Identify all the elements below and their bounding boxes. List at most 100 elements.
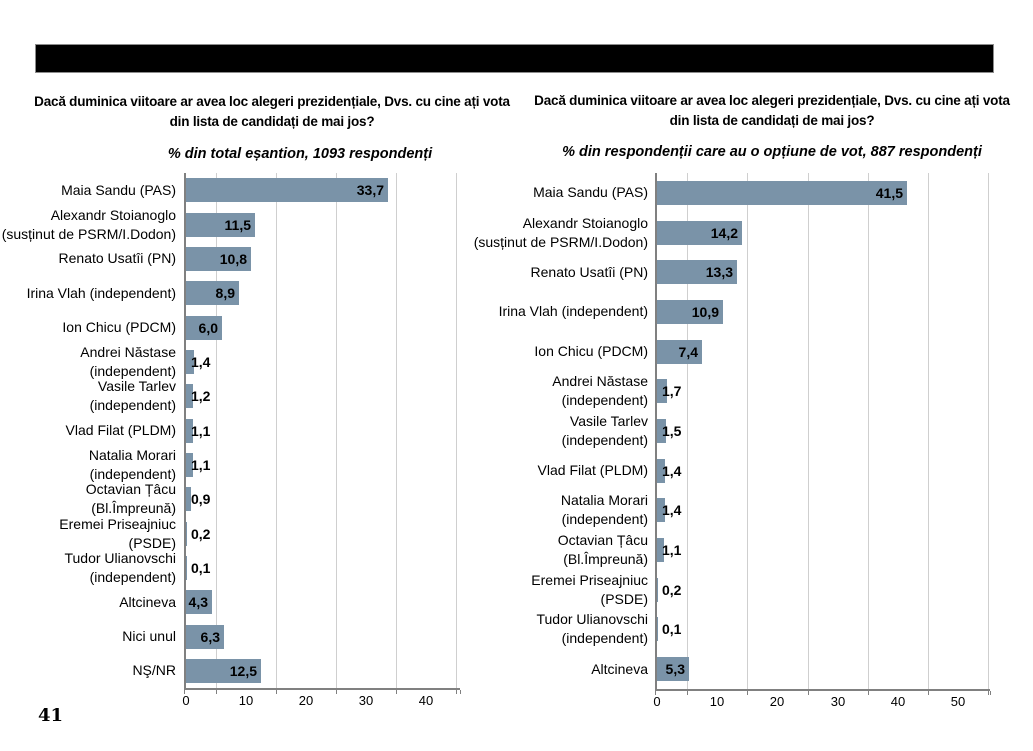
category-label: NŞ/NR <box>0 661 176 680</box>
gridline <box>988 173 989 689</box>
axis-tick <box>216 690 217 694</box>
category-label-line: (Bl.Împreună) <box>563 551 648 567</box>
value-label: 5,3 <box>665 661 685 677</box>
left-chart-title: Dacă duminica viitoare ar avea loc alege… <box>22 92 522 132</box>
category-label-line: (Bl.Împreună) <box>91 500 176 516</box>
value-label: 0,9 <box>191 491 211 507</box>
category-label-line: Renato Usatîi (PN) <box>530 264 648 280</box>
value-label: 1,4 <box>662 502 682 518</box>
x-axis-line <box>184 688 460 690</box>
axis-tick <box>747 691 748 695</box>
bar <box>657 419 666 443</box>
gridline <box>747 173 748 689</box>
category-label: Irina Vlah (independent) <box>0 284 176 303</box>
category-label: Altcineva <box>0 593 176 612</box>
gridline <box>868 173 869 689</box>
value-label: 10,9 <box>691 304 719 320</box>
category-label: Maia Sandu (PAS) <box>0 181 176 200</box>
category-label-line: Octavian Țâcu <box>85 481 176 497</box>
category-label: Natalia Morari (independent) <box>0 446 176 484</box>
x-tick-label: 30 <box>358 693 374 708</box>
bar <box>657 181 907 205</box>
category-label: Ion Chicu (PDCM) <box>0 318 176 337</box>
title-line: Dacă duminica viitoare ar avea loc alege… <box>534 93 1010 108</box>
x-tick-label: 40 <box>418 693 434 708</box>
x-tick-label: 40 <box>890 694 906 709</box>
bar <box>186 350 194 374</box>
bar <box>657 617 658 641</box>
bar <box>186 247 251 271</box>
value-label: 6,3 <box>200 629 220 645</box>
category-label-line: Maia Sandu (PAS) <box>61 182 176 198</box>
category-label-line: (independent) <box>89 363 176 379</box>
category-label-line: Nici unul <box>122 628 176 644</box>
value-label: 1,1 <box>191 423 211 439</box>
x-tick-label: 0 <box>653 694 661 709</box>
value-label: 1,1 <box>191 457 211 473</box>
category-label: Renato Usatîi (PN) <box>318 263 648 282</box>
gridline <box>216 173 217 688</box>
gridline <box>456 173 457 688</box>
bar <box>657 340 702 364</box>
bar <box>186 556 187 580</box>
category-label: Octavian Țâcu (Bl.Împreună) <box>0 480 176 518</box>
gridline <box>336 173 337 688</box>
title-line: din lista de candidați de mai jos? <box>169 114 375 129</box>
category-label-line: Ion Chicu (PDCM) <box>62 319 176 335</box>
category-label-line: (independent) <box>561 630 648 646</box>
value-label: 41,5 <box>875 185 903 201</box>
gridline <box>276 173 277 688</box>
bar <box>186 625 224 649</box>
value-label: 1,7 <box>662 383 682 399</box>
value-label: 1,2 <box>191 388 211 404</box>
category-label: Nici unul <box>0 627 176 646</box>
category-label-line: (PSDE) <box>600 591 648 607</box>
axis-tick <box>276 690 277 694</box>
value-label: 1,1 <box>662 542 682 558</box>
axis-tick <box>868 691 869 695</box>
title-line: Dacă duminica viitoare ar avea loc alege… <box>34 94 510 109</box>
axis-tick <box>336 690 337 694</box>
bar <box>186 590 212 614</box>
category-label: Maia Sandu (PAS) <box>318 183 648 202</box>
bar <box>186 384 193 408</box>
category-label-line: Tudor Ulianovschi <box>536 611 648 627</box>
value-label: 11,5 <box>224 217 251 233</box>
x-tick-label: 10 <box>709 694 725 709</box>
category-label-line: Renato Usatîi (PN) <box>58 250 176 266</box>
category-label: Vlad Filat (PLDM) <box>0 421 176 440</box>
axis-tick <box>460 690 461 694</box>
category-label: Natalia Morari (independent) <box>318 491 648 529</box>
bar <box>657 459 665 483</box>
right-chart-title: Dacă duminica viitoare ar avea loc alege… <box>522 91 1022 131</box>
category-label-line: NŞ/NR <box>132 662 176 678</box>
category-label-line: Andrei Năstase <box>552 373 648 389</box>
bar <box>657 221 742 245</box>
category-label: Andrei Năstase (independent) <box>318 372 648 410</box>
category-label-line: (independent) <box>89 466 176 482</box>
category-label: Vasile Tarlev (independent) <box>0 377 176 415</box>
y-axis-line <box>184 173 186 688</box>
axis-tick <box>655 691 656 695</box>
value-label: 12,5 <box>229 663 257 679</box>
category-label-line: Octavian Țâcu <box>557 532 648 548</box>
category-label-line: Natalia Morari <box>88 447 176 463</box>
category-label-line: (PSDE) <box>128 535 176 551</box>
category-label-line: (independent) <box>561 392 648 408</box>
category-label: Eremei Priseajniuc (PSDE) <box>0 515 176 553</box>
x-tick-label: 30 <box>830 694 846 709</box>
category-label-line: Vasile Tarlev <box>569 413 648 429</box>
x-tick-label: 10 <box>238 693 254 708</box>
category-label-line: (susținut de PSRM/I.Dodon) <box>1 226 176 242</box>
value-label: 0,2 <box>662 582 682 598</box>
category-label: Renato Usatîi (PN) <box>0 249 176 268</box>
category-label-line: (independent) <box>561 511 648 527</box>
category-label-line: (independent) <box>89 569 176 585</box>
x-tick-label: 20 <box>769 694 785 709</box>
bar <box>657 379 667 403</box>
category-label: Tudor Ulianovschi (independent) <box>0 549 176 587</box>
category-label: Octavian Țâcu (Bl.Împreună) <box>318 531 648 569</box>
category-label-line: Irina Vlah (independent) <box>26 285 176 301</box>
